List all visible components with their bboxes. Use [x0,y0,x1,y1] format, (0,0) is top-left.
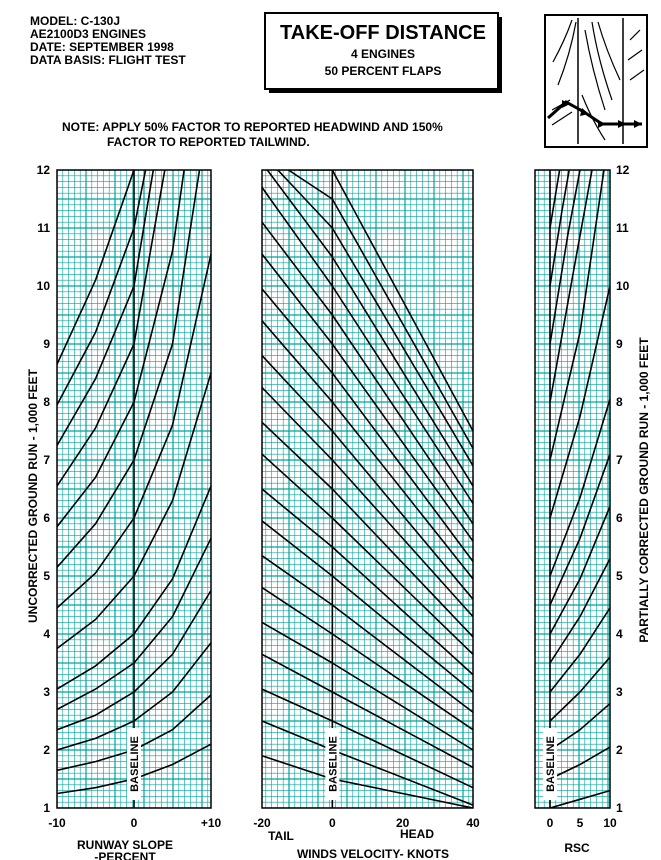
wind-baseline-label: BASELINE [327,736,339,792]
y-tick-right-11: 11 [616,221,629,235]
rsc-baseline-label: BASELINE [545,736,557,792]
y-tick-right-12: 12 [616,163,630,177]
y-tick-left-11: 11 [37,221,50,235]
wind-x-tick-20: 20 [396,816,410,830]
header-engines: AE2100D3 ENGINES [30,27,146,41]
rsc-guide-line-5 [549,558,610,664]
wind-baseline-label-bg [325,728,340,800]
y-axis-right-label: PARTIALLY CORRECTED GROUND RUN - 1,000 F… [637,337,651,643]
rsc-guide-line-4 [549,607,610,693]
slope-xlabel-line1: RUNWAY SLOPE [77,838,173,852]
slope-baseline-label: BASELINE [129,736,141,792]
rsc-x-tick-5: 5 [577,816,584,830]
slope-guide-line-11 [57,170,155,446]
x-axes: -10 0 +10 -20 0 20 40 0 5 10 [48,816,617,830]
rsc-guide-line-14 [549,170,561,229]
y-tick-left-9: 9 [43,337,50,351]
rsc-guide-line-13 [549,170,570,287]
chart-title: TAKE-OFF DISTANCE [280,22,486,44]
y-tick-right-7: 7 [616,453,623,467]
title-box [264,12,499,90]
y-tick-right-5: 5 [616,569,623,583]
y-tick-right-10: 10 [616,279,630,293]
slope-x-tick--10: -10 [48,816,66,830]
slope-xlabel-line2: -PERCENT [94,850,156,860]
chart-subtitle-flaps: 50 PERCENT FLAPS [325,64,442,78]
rsc-guide-line-8 [549,398,610,577]
wind-head-label: HEAD [400,827,434,841]
slope-x-tick-0: 0 [131,816,138,830]
y-tick-right-2: 2 [616,743,623,757]
header-model: MODEL: C-130J [30,14,120,28]
rsc-guide-line-0 [549,789,610,808]
rsc-panel-frame [534,169,611,809]
note-line-1: NOTE: APPLY 50% FACTOR TO REPORTED HEADW… [62,120,443,134]
flow-chart-thumbnail-icon [544,14,648,148]
y-tick-left-3: 3 [43,685,50,699]
rsc-guide-line-11 [549,170,593,403]
rsc-guide-line-3 [549,656,610,722]
rsc-guide-line-7 [549,453,610,606]
y-tick-left-2: 2 [43,743,50,757]
y-tick-left-12: 12 [37,163,51,177]
y-tick-right-3: 3 [616,685,623,699]
rsc-x-tick-0: 0 [547,816,554,830]
panel-gap-left [211,166,262,812]
rsc-guide-line-10 [549,170,605,461]
note-line-2: FACTOR TO REPORTED TAILWIND. [107,135,310,149]
slope-guide-line-10 [57,170,166,487]
y-tick-left-8: 8 [43,395,50,409]
rsc-guide-line-1 [549,746,610,780]
rsc-baseline-label-bg [543,728,557,800]
rsc-x-tick-10: 10 [603,816,617,830]
wind-guide-line-21 [298,170,474,432]
y-tick-left-10: 10 [37,279,51,293]
y-tick-right-6: 6 [616,511,623,525]
y-tick-left-1: 1 [43,801,50,815]
rsc-guide-line-12 [549,170,581,345]
header-date: DATE: SEPTEMBER 1998 [30,40,174,54]
y-tick-left-7: 7 [43,453,50,467]
y-tick-right-1: 1 [616,801,623,815]
y-tick-left-6: 6 [43,511,50,525]
curves [57,170,610,808]
wind-xlabel: WINDS VELOCITY- KNOTS [297,847,449,860]
slope-x-tick-+10: +10 [201,816,222,830]
slope-guide-line-12 [57,170,147,406]
wind-tail-label: TAIL [268,829,294,843]
y-tick-right-9: 9 [616,337,623,351]
rsc-xlabel: RSC [564,841,590,855]
y-tick-left-4: 4 [43,627,50,641]
wind-x-tick-40: 40 [466,816,480,830]
wind-x-tick-0: 0 [329,816,336,830]
rsc-guide-line-6 [549,506,610,635]
slope-guide-line-13 [57,170,135,365]
y-tick-right-8: 8 [616,395,623,409]
y-tick-left-5: 5 [43,569,50,583]
rsc-guide-line-9 [549,285,610,519]
panel-gap-right [473,166,535,812]
header-data-basis: DATA BASIS: FLIGHT TEST [30,53,186,67]
y-tick-right-4: 4 [616,627,623,641]
slope-baseline-label-bg [127,728,141,800]
y-axis-left-label: UNCORRECTED GROUND RUN - 1,000 FEET [26,368,40,623]
baselines: BASELINE BASELINE BASELINE [127,728,557,800]
wind-x-tick--20: -20 [253,816,271,830]
rsc-guide-line-2 [549,702,610,751]
chart-subtitle-engines: 4 ENGINES [351,47,415,61]
